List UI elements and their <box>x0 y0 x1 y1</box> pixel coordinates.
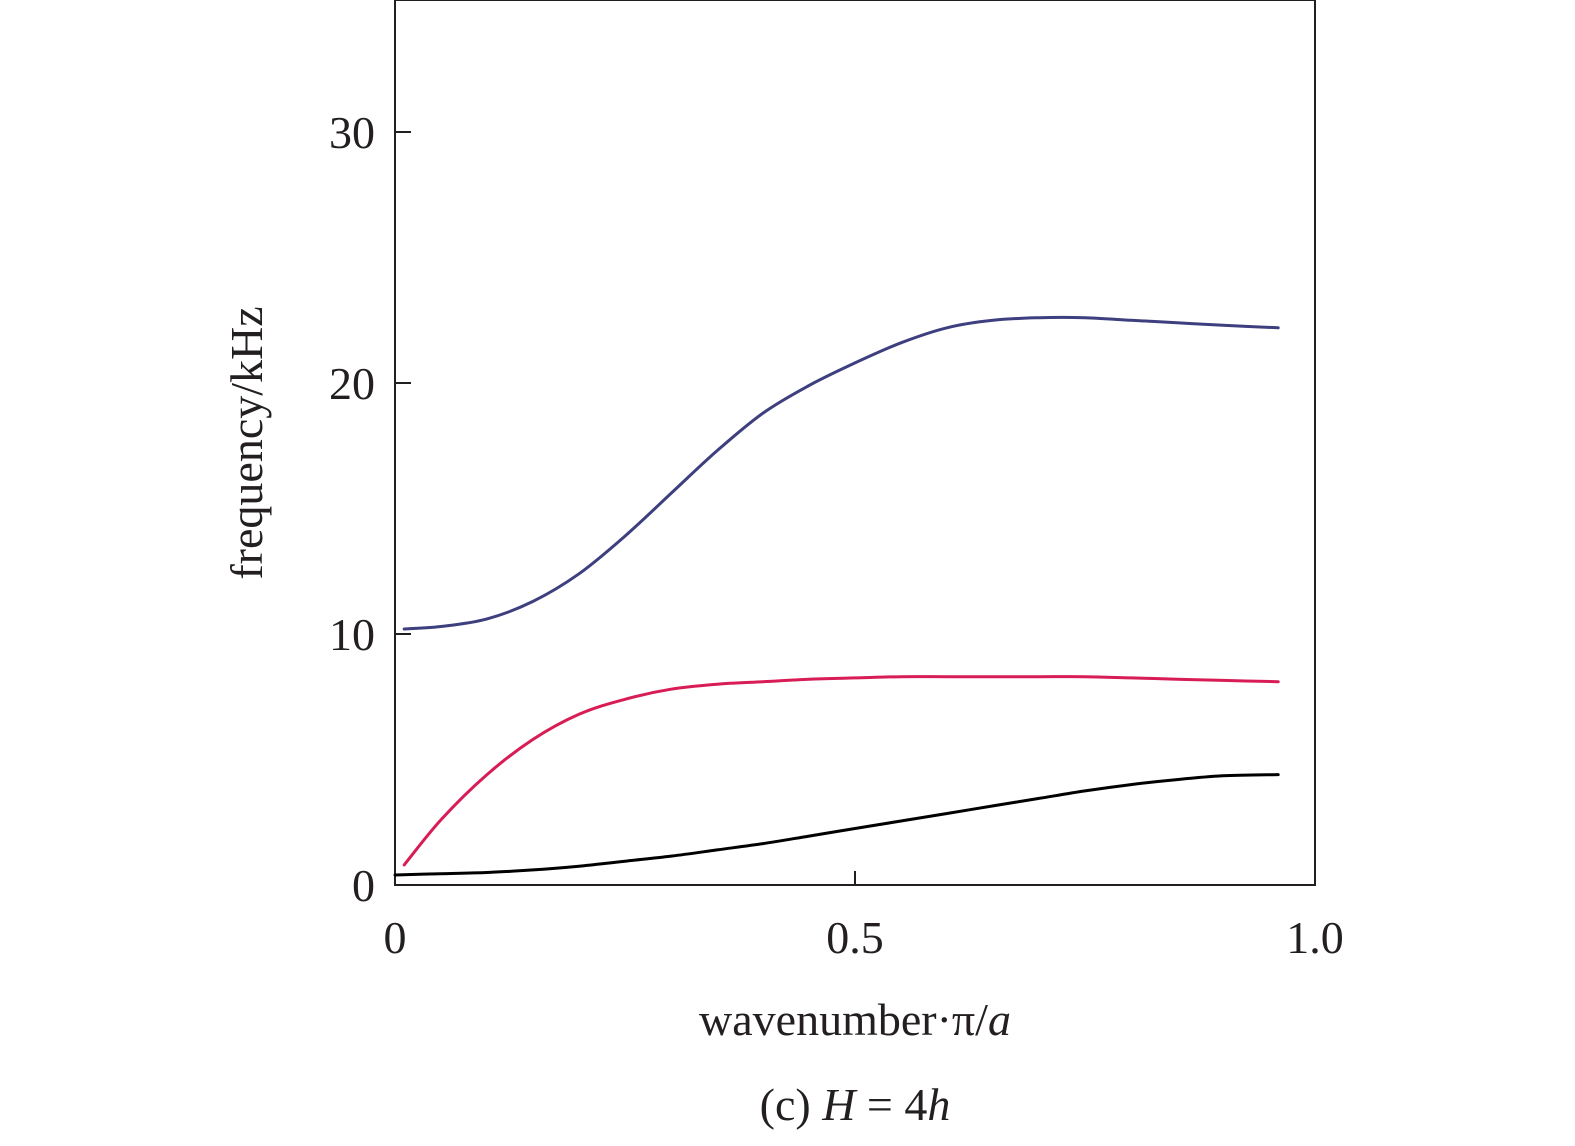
plot-frame <box>394 0 1316 886</box>
x-tick-label: 0 <box>384 912 407 963</box>
axis-ticks <box>395 131 856 885</box>
x-axis-title: wavenumber·π/a <box>699 994 1011 1045</box>
caption-middle: = 4 <box>855 1079 927 1130</box>
caption-var-h: h <box>927 1079 950 1130</box>
x-axis-title-var: a <box>988 994 1011 1045</box>
y-tick-label: 10 <box>329 609 375 660</box>
figure-caption: (c) H = 4h <box>760 1079 951 1130</box>
y-axis-title: frequency/kHz <box>221 306 272 579</box>
x-tick-label: 0.5 <box>826 912 884 963</box>
series-layer <box>393 315 1280 877</box>
axis-tick-labels: 0 0.5 1.0 0 10 20 30 <box>329 107 1344 963</box>
caption-prefix: (c) <box>760 1079 823 1130</box>
y-tick-label: 0 <box>352 860 375 911</box>
series-upper-line <box>402 315 1280 631</box>
x-tick-label: 1.0 <box>1286 912 1344 963</box>
y-tick-label: 30 <box>329 107 375 158</box>
y-tick-label: 20 <box>329 358 375 409</box>
x-axis-title-main: wavenumber·π/ <box>699 994 988 1045</box>
series-lower-line <box>393 773 1280 877</box>
caption-var-H: H <box>821 1079 858 1130</box>
series-middle-line <box>402 675 1280 867</box>
